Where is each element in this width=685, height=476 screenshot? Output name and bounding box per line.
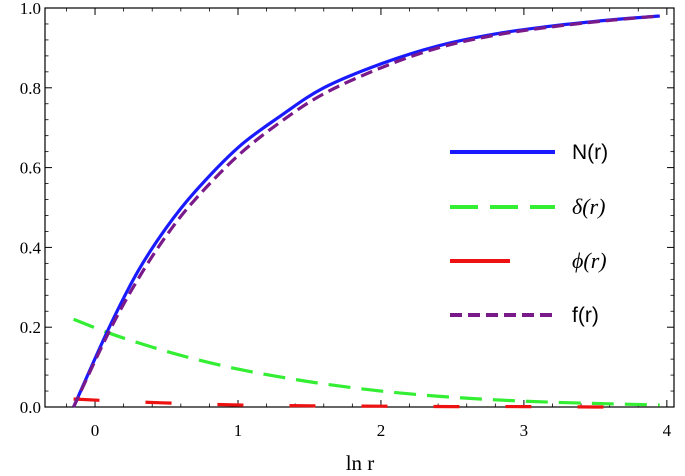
x-tick-label: 0 (91, 421, 100, 440)
series-layer (72, 14, 660, 409)
legend: N(r) δ(r) ϕ(r) f(r) (450, 141, 608, 327)
plot-frame (44, 7, 675, 408)
y-tick-label: 0.0 (20, 398, 41, 417)
x-axis-title: ln r (346, 451, 375, 475)
legend-label-2: ϕ(r) (572, 248, 607, 273)
series-line-3 (72, 14, 660, 408)
x-tick-label: 1 (234, 421, 243, 440)
y-tick-label: 1.0 (20, 0, 41, 18)
y-tick-label: 0.8 (20, 79, 41, 98)
x-tick-label: 4 (663, 421, 672, 440)
x-tick-label: 2 (377, 421, 386, 440)
series-line-1 (73, 317, 660, 407)
legend-label-0: N(r) (572, 141, 608, 164)
series-line-2 (73, 397, 646, 409)
x-tick-label: 3 (520, 421, 529, 440)
axis-ticks: 0 1 2 3 4 0.0 0.2 0.4 0.6 0.8 1.0 (20, 0, 674, 440)
legend-label-3: f(r) (572, 304, 599, 327)
y-tick-label: 0.2 (20, 318, 41, 337)
legend-label-1: δ(r) (572, 194, 605, 219)
y-tick-label: 0.4 (20, 238, 42, 257)
y-tick-label: 0.6 (20, 159, 41, 178)
